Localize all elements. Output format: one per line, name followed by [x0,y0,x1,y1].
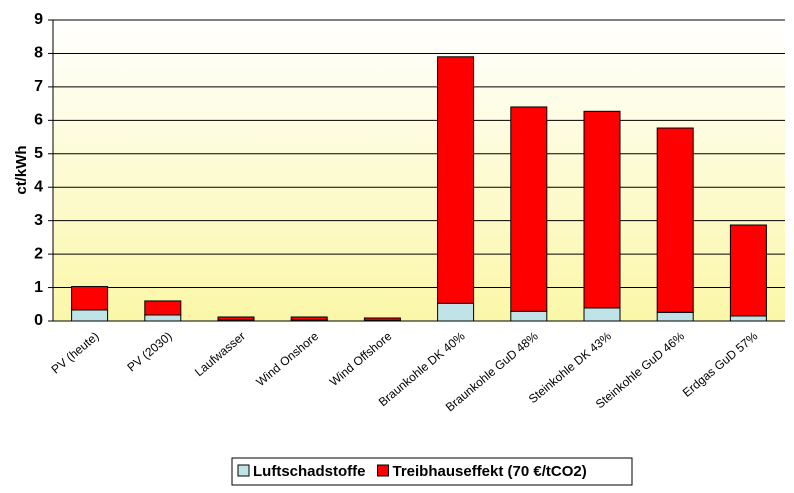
legend-swatch [377,464,389,477]
bar-segment [729,224,767,317]
legend-label: Treibhauseffekt (70 €/tCO2) [393,463,587,480]
legend [231,457,633,486]
bar-segment [583,110,621,309]
y-tick-label: 4 [34,178,43,195]
x-tick-label: Wind Onshore [253,329,321,389]
bar-segment [583,307,621,322]
y-tick-label: 3 [34,212,43,229]
y-tick-label: 9 [34,11,43,28]
y-tick-label: 5 [34,145,43,162]
y-tick-label: 6 [34,112,43,129]
bar-segment [290,316,328,321]
y-tick-label: 7 [34,78,43,95]
bar-segment [363,317,401,321]
bar-segment [656,127,694,313]
bar-segment [729,315,767,322]
bar-segment [656,311,694,322]
bar-segment [144,300,182,316]
bar-segment [510,310,548,322]
y-axis-title: ct/kWh [13,145,30,194]
y-tick-label: 1 [34,279,43,296]
bar-segment [144,314,182,322]
x-tick-label: Wind Offshore [327,329,395,389]
y-tick-label: 2 [34,245,43,262]
x-tick-label: Laufwasser [192,329,248,379]
bar-segment [510,106,548,312]
y-tick-label: 0 [34,312,43,329]
legend-label: Luftschadstoffe [253,463,366,480]
bar-segment [217,316,255,321]
bar-segment [71,309,109,322]
x-tick-label: Erdgas GuD 57% [680,329,761,400]
y-tick-label: 8 [34,45,43,62]
bar-segment [437,56,475,304]
bar-segment [71,286,109,311]
x-tick-label: PV (heute) [49,329,102,377]
x-tick-label: PV (2030) [124,329,174,374]
legend-swatch [237,464,250,477]
bar-segment [437,302,475,322]
